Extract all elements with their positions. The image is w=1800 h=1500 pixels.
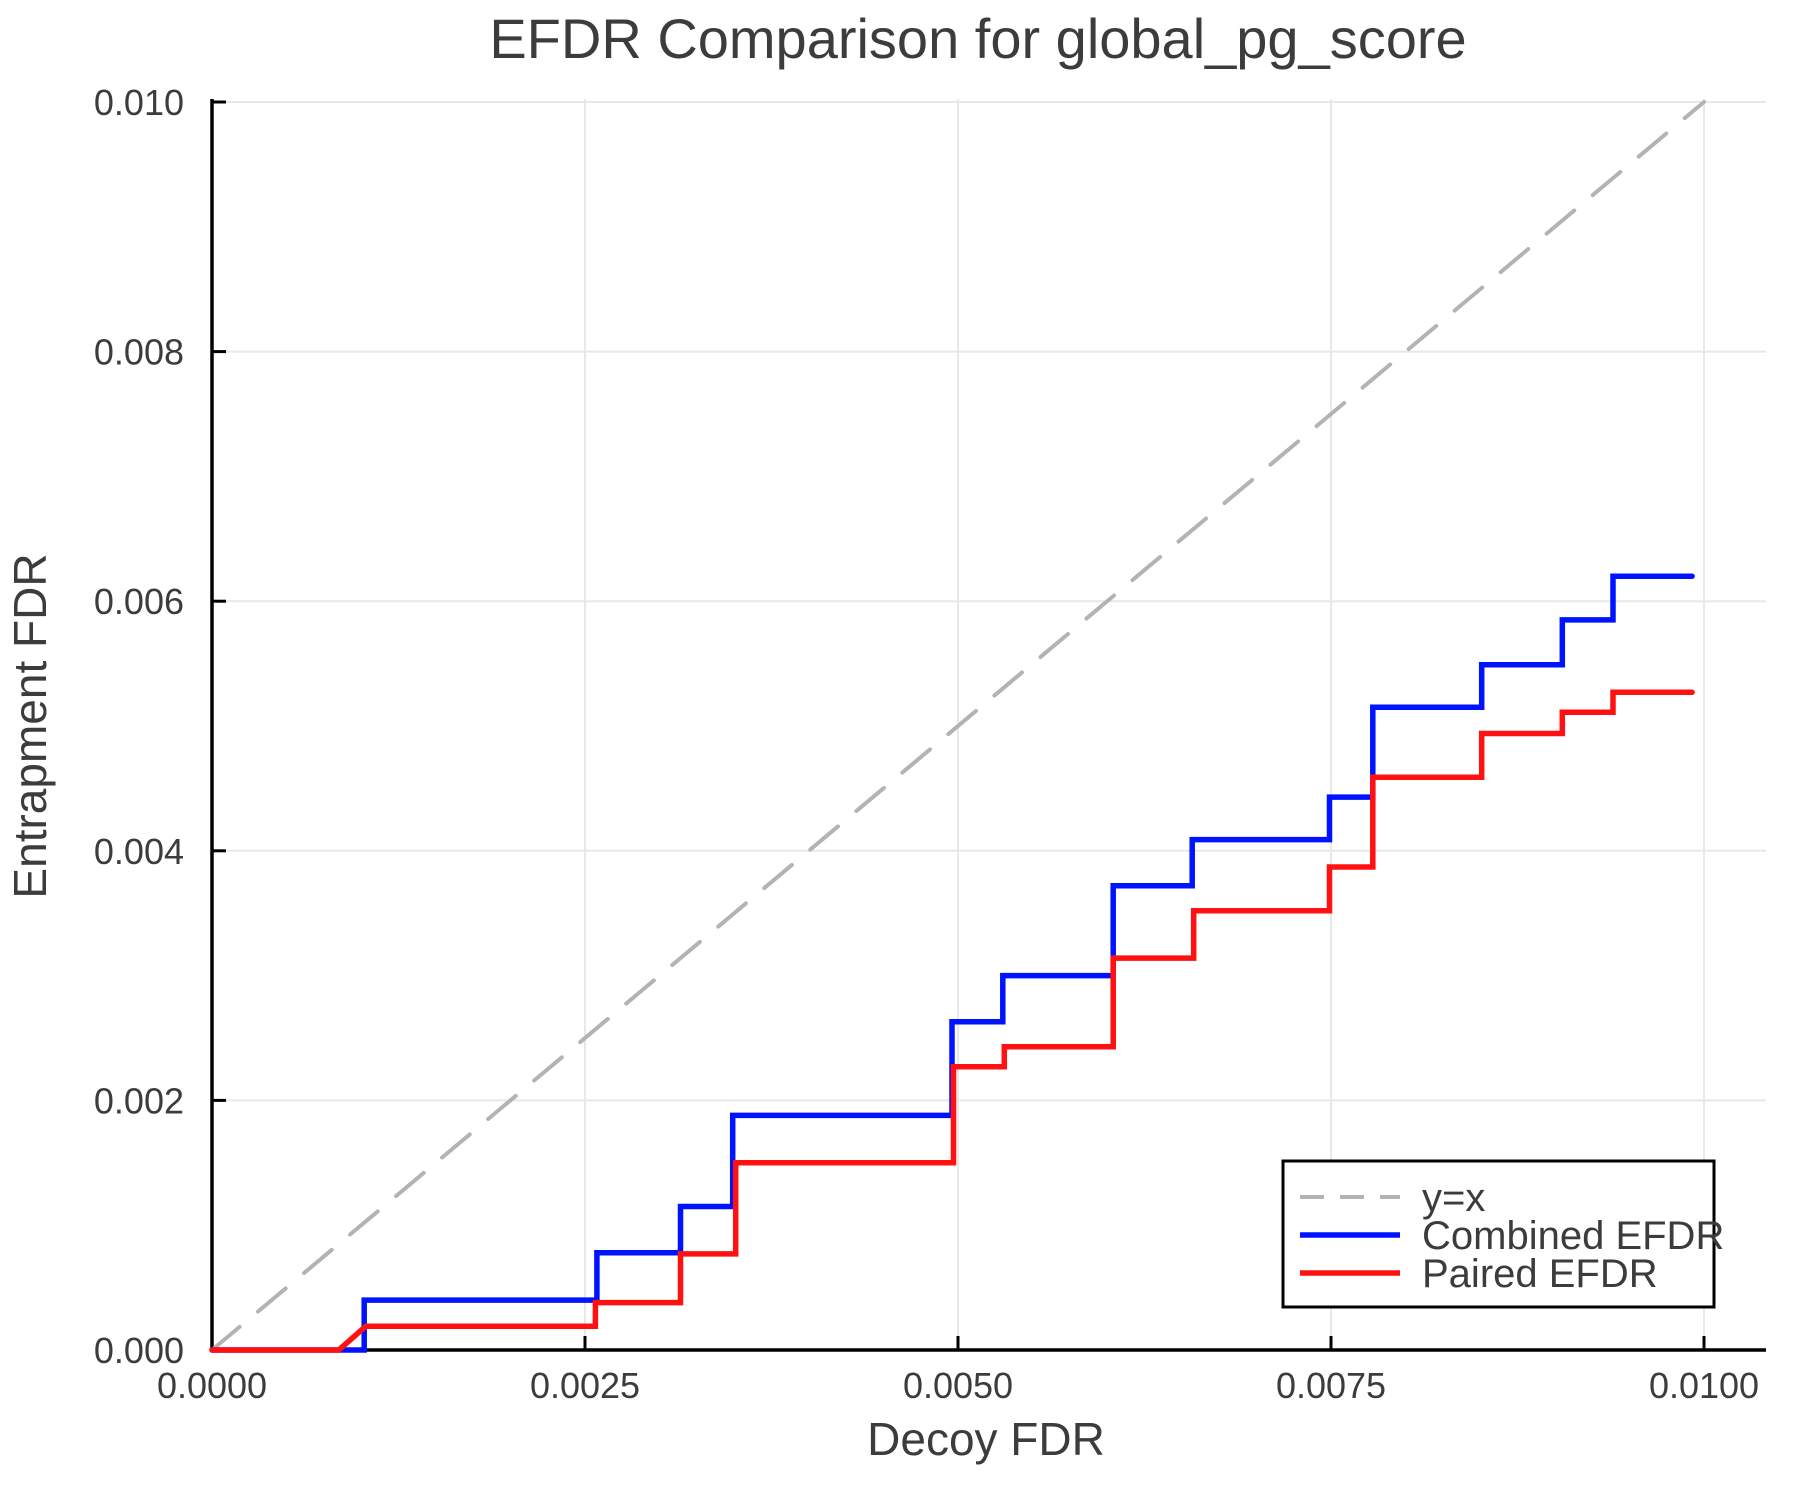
x-tick-label: 0.0050 <box>903 1365 1013 1406</box>
y-tick-label: 0.010 <box>94 82 184 123</box>
x-tick-label: 0.0075 <box>1276 1365 1386 1406</box>
series-layer <box>209 100 1706 1353</box>
legend-label-yx: y=x <box>1422 1176 1485 1220</box>
y-tick-label: 0.006 <box>94 581 184 622</box>
legend-layer <box>1281 1159 1716 1309</box>
y-tick-label: 0.004 <box>94 831 184 872</box>
grid-layer <box>212 99 1766 1350</box>
x-tick-label: 0.0100 <box>1649 1365 1759 1406</box>
x-axis-label: Decoy FDR <box>867 1413 1105 1465</box>
legend-label-combined-efdr: Combined EFDR <box>1422 1214 1724 1258</box>
y-x-line <box>210 100 1706 1352</box>
y-axis-label: Entrapment FDR <box>4 553 56 898</box>
tick-labels-layer: 0.0000 0.0025 0.0050 0.0075 0.0100 0.000 0.002… <box>94 82 1759 1406</box>
paired-efdr-line <box>209 689 1695 1353</box>
x-tick-label: 0.0000 <box>157 1365 267 1406</box>
combined-efdr-line <box>209 573 1695 1353</box>
legend-label-paired-efdr: Paired EFDR <box>1422 1252 1658 1296</box>
y-tick-label: 0.000 <box>94 1330 184 1371</box>
x-tick-label: 0.0025 <box>530 1365 640 1406</box>
y-tick-label: 0.002 <box>94 1080 184 1121</box>
y-tick-label: 0.008 <box>94 332 184 373</box>
plot-title: EFDR Comparison for global_pg_score <box>489 7 1466 70</box>
